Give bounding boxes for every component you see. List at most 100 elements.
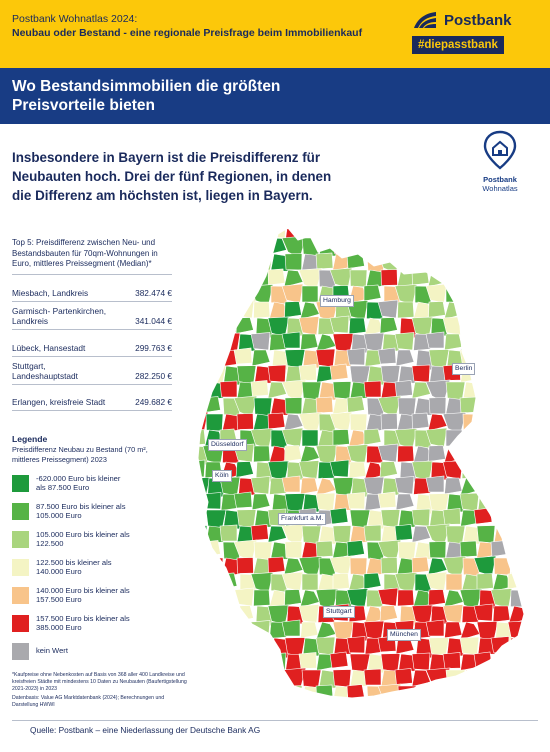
map-region	[442, 268, 467, 291]
map-region	[459, 444, 483, 467]
map-region	[363, 332, 385, 353]
map-region	[428, 253, 447, 271]
map-region	[346, 348, 366, 366]
map-region	[508, 317, 524, 337]
map-region	[269, 477, 287, 495]
map-region	[219, 524, 238, 542]
map-region	[380, 365, 401, 385]
legend: Legende Preisdifferenz Neubau zu Bestand…	[12, 434, 172, 666]
map-region	[411, 364, 431, 383]
map-region	[298, 460, 320, 480]
map-region	[495, 333, 514, 354]
map-region	[270, 685, 289, 698]
map-region	[462, 669, 481, 689]
map-region	[459, 684, 478, 698]
map-region	[233, 635, 253, 653]
map-region	[198, 541, 208, 560]
map-region	[442, 604, 464, 624]
map-region	[235, 605, 254, 622]
legend-label: 157.500 Euro bis kleiner als 385.000 Eur…	[36, 613, 130, 632]
city-label: Hamburg	[320, 295, 354, 307]
map-region	[445, 685, 464, 698]
map-region	[521, 635, 524, 653]
map-region	[363, 236, 382, 254]
source-text: Quelle: Postbank – eine Niederlassung de…	[30, 725, 261, 735]
map-region	[329, 507, 349, 525]
map-region	[521, 587, 524, 607]
map-region	[425, 427, 448, 448]
map-region	[525, 558, 540, 574]
row-region: Lübeck, Hansestadt	[12, 342, 86, 353]
map-region	[397, 301, 415, 319]
map-region	[236, 237, 256, 256]
map-region	[250, 476, 271, 495]
map-region	[205, 669, 224, 688]
map-region	[394, 380, 413, 397]
map-region	[444, 333, 463, 351]
map-region	[329, 228, 349, 237]
map-region	[492, 317, 511, 335]
map-region	[525, 366, 540, 385]
map-region	[220, 605, 241, 625]
map-region	[525, 526, 540, 543]
map-region	[253, 702, 272, 717]
map-region	[476, 669, 496, 688]
map-region	[346, 540, 365, 557]
legend-swatch	[12, 614, 29, 632]
map-region	[476, 685, 496, 698]
row-region: Erlangen, kreisfreie Stadt	[12, 396, 106, 407]
legend-label: 140.000 Euro bis kleiner als 157.500 Eur…	[36, 585, 130, 604]
map-region	[250, 332, 271, 351]
table-row: Erlangen, kreisfreie Stadt 249.682 €	[12, 383, 172, 411]
map-region	[428, 445, 446, 462]
map-region	[425, 619, 445, 637]
postbank-logo-icon	[414, 12, 436, 28]
map-region	[397, 445, 415, 463]
map-region	[198, 253, 208, 272]
map-region	[284, 589, 302, 606]
map-region	[251, 493, 271, 511]
map-region	[473, 363, 493, 381]
map-region	[268, 701, 285, 717]
map-region	[473, 459, 494, 478]
legend-item: 87.500 Euro bis kleiner als 105.000 Euro	[12, 498, 172, 524]
map-region	[253, 253, 273, 273]
map-region	[284, 253, 303, 271]
map-region	[493, 237, 512, 256]
row-region: Miesbach, Landkreis	[12, 287, 89, 298]
map-region	[394, 668, 413, 685]
map-region	[298, 364, 317, 381]
map-region	[411, 381, 431, 399]
map-region	[394, 332, 415, 351]
headline-band: Wo Bestandsimmobilien die größten Preisv…	[0, 68, 550, 124]
map-region	[444, 621, 463, 639]
map-region	[444, 477, 463, 495]
footnote: *Kaufpreise ohne Nebenkosten auf Basis v…	[12, 672, 187, 712]
map-region	[233, 347, 253, 365]
map-region	[281, 571, 304, 592]
header-band: Postbank Wohnatlas 2024: Neubau oder Bes…	[0, 0, 550, 68]
map-region	[510, 397, 524, 419]
row-value: 249.682 €	[135, 396, 172, 407]
legend-label: 122.500 bis kleiner als 140.000 Euro	[36, 557, 112, 576]
map-region	[363, 572, 382, 590]
map-region	[253, 541, 273, 561]
map-region	[198, 315, 206, 334]
page-title: Wo Bestandsimmobilien die größten Preisv…	[12, 78, 281, 114]
map-region	[509, 413, 524, 433]
map-region	[428, 397, 447, 415]
map-region	[198, 349, 208, 368]
legend-swatch	[12, 502, 29, 520]
map-region	[473, 507, 493, 525]
map-region	[219, 284, 238, 302]
map-region	[281, 619, 301, 637]
map-region	[298, 228, 317, 237]
header-title: Postbank Wohnatlas 2024: Neubau oder Bes…	[12, 12, 362, 40]
map-region	[284, 541, 303, 559]
map-region	[428, 685, 447, 698]
map-region	[425, 475, 445, 493]
map-region	[474, 700, 496, 717]
map-region	[511, 653, 524, 674]
map-region	[380, 237, 400, 256]
map-region	[379, 317, 398, 334]
